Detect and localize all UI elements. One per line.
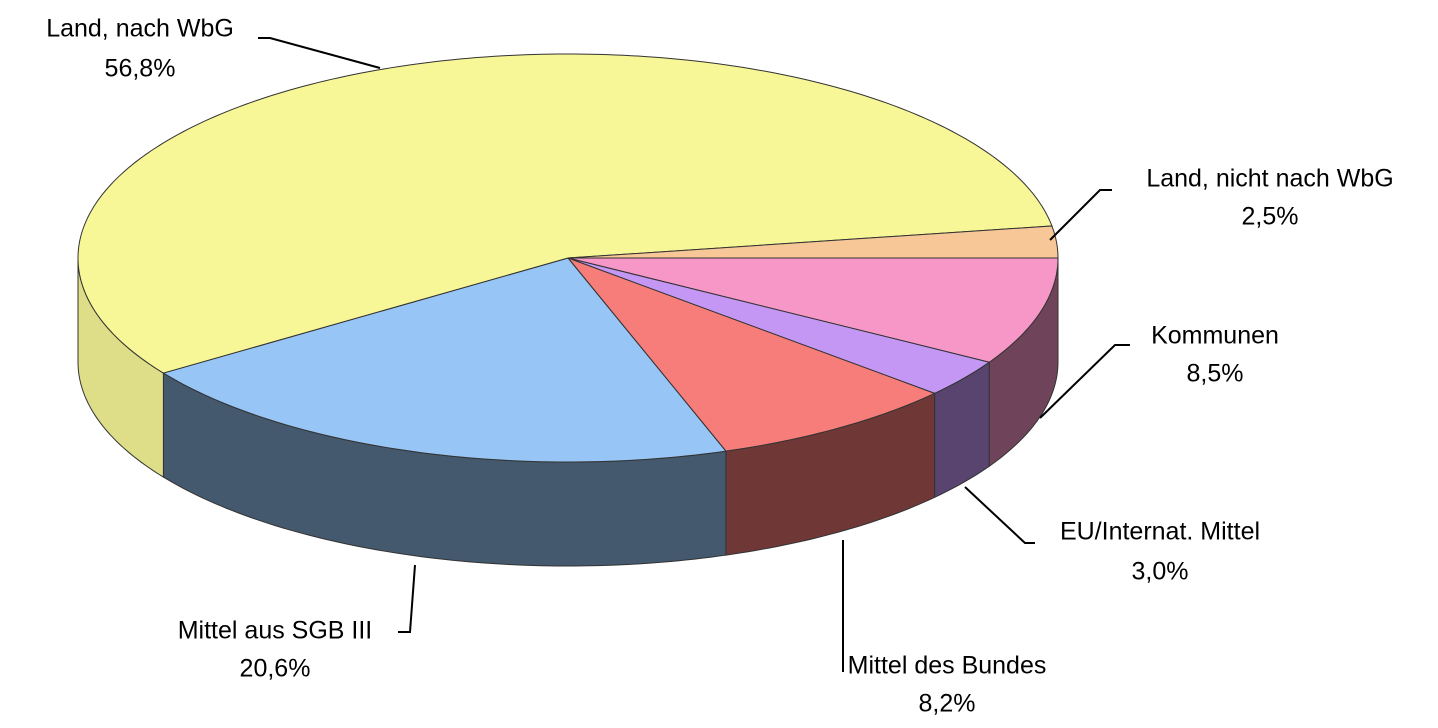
value-label: 3,0%: [1132, 558, 1189, 586]
slice-label: Kommunen: [1151, 322, 1279, 350]
pie: [77, 53, 1059, 567]
pie-slice: [567, 257, 991, 394]
pie-slice: [567, 225, 1059, 259]
leader-line: [398, 564, 416, 633]
leader-line: [964, 486, 1035, 544]
slice-label: EU/Internat. Mittel: [1060, 518, 1260, 546]
leader-line: [1049, 189, 1112, 241]
value-label: 8,5%: [1187, 360, 1244, 388]
leader-line: [258, 37, 381, 69]
pie-slice: [77, 53, 1053, 374]
value-label: 56,8%: [105, 55, 176, 83]
pie-slice: [566, 256, 936, 452]
slice-label: Land, nach WbG: [46, 15, 234, 43]
labels: Kommunen 8,5% EU/Internat. Mittel 3,0% Mitte…: [46, 15, 1394, 718]
leader-line: [1039, 344, 1130, 419]
pie-slice: [162, 257, 727, 463]
value-label: 8,2%: [919, 690, 976, 718]
slice-label: Mittel aus SGB III: [178, 617, 373, 645]
slice-label: Land, nicht nach WbG: [1146, 165, 1393, 193]
value-label: 20,6%: [240, 655, 311, 683]
slice-label: Mittel des Bundes: [848, 652, 1047, 680]
value-label: 2,5%: [1242, 203, 1299, 231]
pie-slice: [567, 257, 1059, 363]
